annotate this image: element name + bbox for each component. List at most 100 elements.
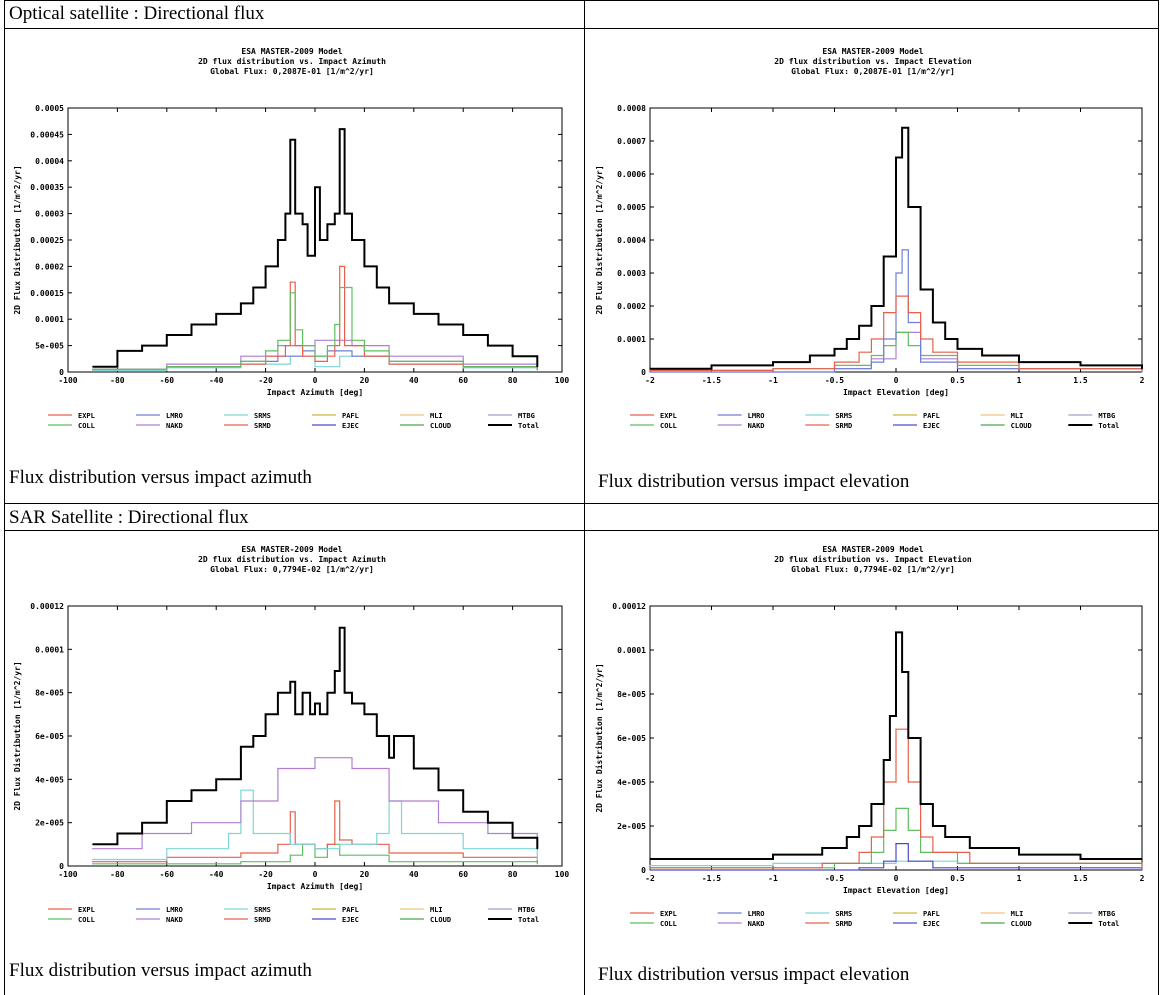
legend-label-pafl: PAFL bbox=[342, 412, 359, 420]
series-coll-point bbox=[302, 345, 304, 347]
series-coll-point bbox=[536, 863, 538, 865]
legend-label-lmro: LMRO bbox=[748, 910, 765, 918]
x-tick-label: -60 bbox=[160, 376, 175, 385]
series-total-point bbox=[314, 186, 316, 188]
series-srms-point bbox=[339, 355, 341, 357]
series-total-point bbox=[265, 713, 267, 715]
series-nakd-point bbox=[437, 822, 440, 824]
series-total-point bbox=[536, 848, 538, 850]
series-coll-point bbox=[363, 350, 365, 352]
series-expl-point bbox=[284, 345, 286, 347]
series-total-point bbox=[240, 746, 242, 748]
series-total-point bbox=[901, 671, 903, 673]
series-expl-point bbox=[326, 843, 328, 845]
series-lmro-point bbox=[351, 355, 353, 357]
series-nakd-point bbox=[92, 848, 94, 850]
chart-subtitle: 2D flux distribution vs. Impact Azimuth bbox=[198, 554, 386, 564]
series-total-point bbox=[388, 302, 390, 304]
table-row-line-2 bbox=[4, 503, 1159, 504]
series-total-point bbox=[907, 737, 909, 739]
x-tick-label: 2 bbox=[1140, 874, 1145, 883]
x-tick-label: -100 bbox=[58, 870, 77, 879]
series-expl-point bbox=[870, 338, 872, 340]
series-coll-point bbox=[956, 862, 959, 864]
x-axis-label: Impact Elevation [deg] bbox=[843, 885, 949, 895]
series-expl-point bbox=[240, 852, 242, 854]
series-total-point bbox=[319, 713, 321, 715]
series-expl-point bbox=[932, 851, 934, 853]
legend-label-mtbg: MTBG bbox=[518, 412, 535, 420]
series-expl-point bbox=[821, 862, 823, 864]
series-coll-point bbox=[339, 854, 341, 856]
chart-title: ESA MASTER-2009 Model bbox=[822, 545, 923, 554]
legend-label-srms: SRMS bbox=[254, 412, 271, 420]
table-row-line-3 bbox=[4, 530, 1159, 531]
legend-label-expl: EXPL bbox=[660, 412, 677, 420]
x-tick-label: 80 bbox=[508, 870, 518, 879]
series-srms-point bbox=[400, 832, 403, 835]
series-total-point bbox=[944, 836, 946, 838]
series-expl-point bbox=[649, 369, 651, 371]
series-total-point bbox=[1018, 361, 1020, 363]
x-tick-label: 60 bbox=[458, 376, 468, 385]
series-total-point bbox=[956, 348, 959, 350]
chart-title: ESA MASTER-2009 Model bbox=[241, 545, 342, 554]
y-axis-label: 2D Flux Distribution [1/m^2/yr] bbox=[12, 661, 22, 810]
legend-label-ejec: EJEC bbox=[923, 422, 940, 430]
series-srms-point bbox=[462, 367, 464, 369]
series-coll-point bbox=[388, 861, 390, 863]
series-total-point bbox=[265, 265, 267, 267]
x-tick-label: 0 bbox=[894, 376, 899, 385]
chart-global-flux: Global Flux: 0,2087E-01 [1/m^2/yr] bbox=[210, 67, 374, 76]
series-coll-point bbox=[92, 863, 94, 865]
table-border-left bbox=[4, 0, 5, 995]
x-tick-label: -80 bbox=[110, 376, 125, 385]
table-divider-vertical bbox=[584, 0, 585, 995]
series-total-point bbox=[1079, 858, 1082, 860]
caption-optical-azimuth: Flux distribution versus impact azimuth bbox=[9, 467, 312, 488]
series-expl-point bbox=[649, 867, 651, 869]
series-total-point bbox=[351, 239, 353, 241]
series-coll-point bbox=[870, 354, 872, 357]
y-tick-label: 2e-005 bbox=[617, 822, 646, 831]
x-tick-label: -40 bbox=[209, 870, 224, 879]
series-expl-point bbox=[772, 368, 774, 370]
legend-label-coll: COLL bbox=[78, 916, 95, 924]
legend-label-coll: COLL bbox=[78, 422, 95, 430]
x-tick-label: 20 bbox=[360, 870, 370, 879]
x-tick-label: 100 bbox=[555, 376, 570, 385]
series-expl-point bbox=[302, 355, 304, 357]
series-srms-point bbox=[240, 789, 242, 791]
series-total-point bbox=[901, 127, 903, 129]
x-tick-label: -1.5 bbox=[702, 874, 721, 883]
legend-label-cloud: CLOUD bbox=[1011, 422, 1032, 430]
legend-label-mli: MLI bbox=[430, 412, 443, 420]
series-total-point bbox=[289, 139, 291, 141]
series-total-point bbox=[821, 847, 823, 849]
series-total-point bbox=[649, 368, 651, 370]
y-tick-label: 0.0001 bbox=[35, 315, 64, 324]
y-tick-label: 4e-005 bbox=[35, 775, 64, 784]
series-coll-point bbox=[462, 366, 464, 368]
x-axis-label: Impact Elevation [deg] bbox=[843, 387, 949, 397]
series-total-point bbox=[870, 803, 872, 805]
x-tick-label: 0 bbox=[894, 874, 899, 883]
series-total-point bbox=[512, 355, 514, 357]
series-expl-point bbox=[1141, 369, 1143, 371]
series-expl-point bbox=[969, 862, 971, 864]
series-total-point bbox=[141, 822, 143, 824]
x-tick-label: 2 bbox=[1140, 376, 1145, 385]
series-srms-point bbox=[376, 832, 378, 835]
series-total-point bbox=[351, 702, 353, 705]
series-total-point bbox=[1141, 858, 1143, 860]
series-nakd-point bbox=[388, 800, 390, 802]
series-total-point bbox=[907, 206, 909, 208]
series-coll-point bbox=[895, 807, 897, 809]
series-total-point bbox=[487, 345, 489, 347]
legend-label-ejec: EJEC bbox=[342, 422, 359, 430]
series-coll-point bbox=[339, 286, 341, 289]
legend-label-pafl: PAFL bbox=[342, 906, 359, 914]
y-tick-label: 0.00025 bbox=[30, 236, 64, 245]
